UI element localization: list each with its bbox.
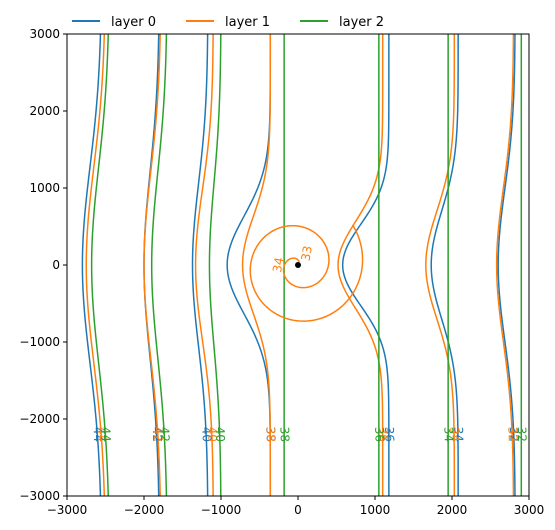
contour-label-layer-2-40: 40 <box>213 427 228 443</box>
well-point <box>295 262 301 268</box>
contour-layer-0-34 <box>430 34 459 496</box>
contour-layer-0-36 <box>341 34 390 496</box>
contour-label-layer-1-40: 40 <box>205 427 220 443</box>
y-tick-label: 2000 <box>29 104 60 118</box>
contour-label-layer-1-32: 32 <box>505 427 520 443</box>
y-tick-label: 0 <box>52 258 60 272</box>
x-axis: −3000 −2000 −1000 0 1000 2000 3000 <box>47 496 545 517</box>
x-tick-label: −2000 <box>124 503 165 517</box>
contour-layer-0-32 <box>497 34 516 496</box>
contour-label-layer-0-34: 34 <box>451 427 466 443</box>
legend: layer 0 layer 1 layer 2 <box>72 15 384 30</box>
contour-label-layer-0-38: 38 <box>263 427 278 443</box>
y-tick-label: −3000 <box>19 489 60 503</box>
contour-label-layer-1-38: 38 <box>263 427 278 443</box>
y-tick-label: 1000 <box>29 181 60 195</box>
contour-label-layer-0-40: 40 <box>199 427 214 443</box>
contour-layer-1-44 <box>85 34 106 496</box>
plot-lines <box>81 34 523 496</box>
contour-label-layer-2-44: 44 <box>99 427 114 443</box>
contour-label-layer-1-spiral: 34 <box>270 256 286 273</box>
x-tick-label: 1000 <box>360 503 391 517</box>
x-tick-label: 3000 <box>514 503 545 517</box>
contour-label-layer-2-42: 42 <box>157 427 172 443</box>
contour-layer-2-42 <box>150 34 168 496</box>
contour-layer-1-42 <box>143 34 161 496</box>
contour-label-layer-2-36: 36 <box>372 427 387 443</box>
contour-label-layer-0-42: 42 <box>150 427 165 443</box>
contour-layer-1-36 <box>337 34 384 496</box>
contour-label-layer-2-32: 32 <box>515 427 530 443</box>
legend-label-layer-0: layer 0 <box>111 15 156 30</box>
x-tick-label: −3000 <box>47 503 88 517</box>
contour-layer-2-44 <box>90 34 109 496</box>
contour-label-layer-1-34: 34 <box>447 427 462 443</box>
contour-label-layer-2-34: 34 <box>441 427 456 443</box>
legend-label-layer-1: layer 1 <box>225 15 270 30</box>
contour-layer-0-40 <box>191 34 209 496</box>
contour-label-layer-0-36: 36 <box>382 427 397 443</box>
contour-label-layer-2-38: 38 <box>277 427 292 443</box>
contour-label-layer-1-spiral: 33 <box>299 245 315 262</box>
x-tick-label: 2000 <box>437 503 468 517</box>
contour-label-layer-1-42: 42 <box>151 427 166 443</box>
y-tick-label: 3000 <box>29 27 60 41</box>
contour-layer-1-32 <box>495 34 515 496</box>
legend-label-layer-2: layer 2 <box>339 15 384 30</box>
contour-label-layer-0-44: 44 <box>91 427 106 443</box>
contour-label-layer-1-36: 36 <box>376 427 391 443</box>
y-axis: −3000 −2000 −1000 0 1000 2000 3000 <box>19 27 67 503</box>
y-tick-label: −2000 <box>19 412 60 426</box>
contour-layer-1-spiral <box>249 224 364 322</box>
contour-layer-1-40 <box>194 34 214 496</box>
contour-layer-0-44 <box>81 34 102 496</box>
x-tick-label: −1000 <box>201 503 242 517</box>
x-tick-label: 0 <box>294 503 302 517</box>
contour-layer-1-34 <box>425 34 456 496</box>
contour-layer-2-40 <box>208 34 222 496</box>
contour-label-layer-0-32: 32 <box>507 427 522 443</box>
y-tick-label: −1000 <box>19 335 60 349</box>
contour-layer-1-38 <box>241 34 272 496</box>
contour-label-layer-1-44: 44 <box>94 427 109 443</box>
